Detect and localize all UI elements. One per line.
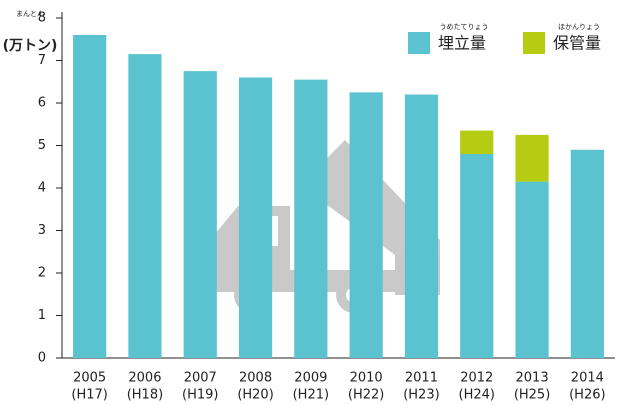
y-tick-label: 6 — [38, 96, 46, 111]
legend-swatch — [523, 32, 545, 54]
bar-segment — [350, 92, 383, 358]
x-tick-label: 2012 — [460, 371, 493, 386]
x-tick-label: 2013 — [516, 371, 549, 386]
x-tick-sublabel: (H21) — [293, 388, 329, 403]
x-tick-sublabel: (H22) — [348, 388, 384, 403]
bar-segment — [405, 95, 438, 359]
x-tick-label: 2006 — [128, 371, 161, 386]
y-tick-label: 5 — [38, 138, 46, 153]
bar-segment — [515, 135, 548, 182]
chart: まんとん (万トン) 0123456782005(H17)2006(H18)20… — [0, 0, 619, 405]
x-tick-label: 2014 — [571, 371, 604, 386]
bar-segment — [571, 150, 604, 358]
y-tick-label: 3 — [38, 223, 46, 238]
y-tick-label: 8 — [38, 11, 46, 26]
x-tick-sublabel: (H19) — [182, 388, 218, 403]
y-label: (万トン) — [3, 38, 58, 54]
legend-ruby: うめたてりょう — [440, 23, 489, 31]
x-tick-sublabel: (H23) — [403, 388, 439, 403]
x-tick-sublabel: (H17) — [71, 388, 107, 403]
x-tick-label: 2009 — [294, 371, 327, 386]
legend-ruby: ほかんりょう — [558, 23, 600, 31]
bar-segment — [294, 80, 327, 358]
x-tick-label: 2007 — [184, 371, 217, 386]
x-tick-label: 2005 — [73, 371, 106, 386]
legend-swatch — [408, 32, 430, 54]
y-tick-label: 4 — [38, 181, 46, 196]
bar-segment — [73, 35, 106, 358]
y-tick-label: 0 — [38, 351, 46, 366]
bar-segment — [239, 78, 272, 359]
x-tick-label: 2008 — [239, 371, 272, 386]
x-tick-sublabel: (H26) — [569, 388, 605, 403]
bar-segment — [460, 154, 493, 358]
bar-segment — [515, 182, 548, 358]
bar-segment — [128, 54, 161, 358]
y-tick-label: 2 — [38, 266, 46, 281]
bar-segment — [184, 71, 217, 358]
x-tick-sublabel: (H18) — [127, 388, 163, 403]
legend-label: 保管量 — [553, 34, 601, 53]
x-tick-label: 2011 — [405, 371, 438, 386]
x-tick-sublabel: (H25) — [514, 388, 550, 403]
legend-label: 埋立量 — [438, 34, 486, 53]
bar-segment — [460, 131, 493, 154]
x-tick-label: 2010 — [350, 371, 383, 386]
y-tick-label: 7 — [38, 53, 46, 68]
y-tick-label: 1 — [38, 308, 46, 323]
x-tick-sublabel: (H20) — [237, 388, 273, 403]
x-tick-sublabel: (H24) — [459, 388, 495, 403]
